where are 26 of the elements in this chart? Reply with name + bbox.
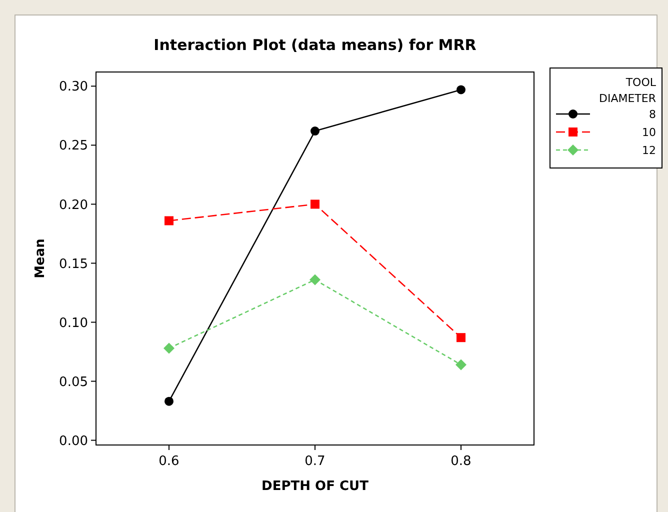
y-tick-label: 0.15 — [59, 256, 88, 272]
text: 8 — [649, 108, 656, 121]
legend-title: TOOL DIAMETER — [599, 76, 657, 105]
x-tick-label: 0.6 — [158, 454, 180, 469]
point — [310, 126, 320, 136]
text: 10 — [642, 126, 656, 139]
text: 12 — [642, 144, 656, 157]
x-tick-label: 0.7 — [304, 454, 326, 469]
y-tick-label: 0.05 — [59, 374, 88, 390]
point — [456, 333, 466, 342]
chart-title: Interaction Plot (data means) for MRR — [154, 36, 477, 54]
y-axis-title: Mean — [33, 238, 48, 278]
y-tick-label: 0.00 — [59, 434, 88, 449]
y-tick-label: 0.30 — [59, 80, 88, 95]
point — [310, 200, 320, 209]
y-tick-label: 0.25 — [59, 138, 88, 154]
x-tick-label: 0.8 — [450, 454, 472, 469]
point — [164, 216, 174, 226]
x-axis-title: DEPTH OF CUT — [262, 479, 369, 494]
point — [310, 274, 320, 286]
point — [164, 396, 174, 406]
point — [456, 85, 466, 94]
point — [456, 359, 466, 370]
y-tick-label: 0.10 — [59, 316, 88, 331]
y-tick-label: 0.20 — [59, 198, 88, 213]
point — [164, 342, 174, 354]
